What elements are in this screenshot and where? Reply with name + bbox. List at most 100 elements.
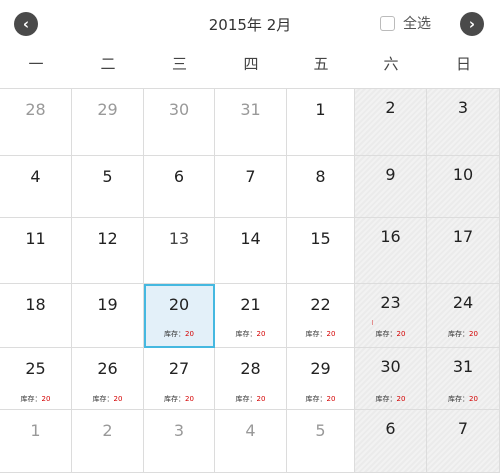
day-cell[interactable]: 2 [355,88,427,156]
day-cell[interactable]: 23 库存：20 [355,284,427,348]
calendar-header: ‹ 2015年 2月 全选 › [0,0,500,48]
stock-quantity: 20 [256,330,266,338]
day-cell[interactable]: 4 [0,156,72,218]
stock-info: 库存：20 [287,329,354,339]
stock-info: 库存：20 [287,394,354,404]
stock-label: 库存： [164,330,186,338]
day-cell[interactable]: 20 库存：20 [144,284,215,348]
stock-info: 库存：20 [144,394,214,404]
day-cell[interactable]: 26 库存：20 [72,348,144,410]
weekday-label: 三 [171,55,187,73]
stock-quantity: 20 [256,395,266,403]
day-cell[interactable]: 13 [144,218,215,284]
day-cell[interactable]: 3 [427,88,500,156]
day-cell[interactable]: 25 库存：20 [0,348,72,410]
day-cell[interactable]: 19 [72,284,144,348]
day-cell[interactable]: 5 [287,410,355,473]
day-number: 14 [240,229,261,248]
day-cell[interactable]: 3 [144,410,215,473]
stock-info: 库存：20 [0,394,71,404]
day-number: 27 [168,359,190,378]
day-cell[interactable]: 11 [0,218,72,284]
select-all-label: 全选 [403,16,431,32]
day-number: 6 [173,167,185,186]
weekday-label: 二 [100,55,116,73]
weekday-label: 五 [313,55,329,73]
weekday-label: 日 [455,55,471,73]
stock-label: 库存： [375,395,397,403]
day-number: 18 [25,295,46,314]
day-cell[interactable]: 9 [355,156,427,218]
day-cell[interactable]: 30 [144,88,215,156]
day-number: 30 [380,357,401,376]
stock-label: 库存： [305,395,327,403]
day-number: 11 [25,229,46,248]
stock-info: 库存：20 [355,329,426,339]
month-title: 2015年 2月 [208,16,292,34]
day-number: 1 [30,421,41,440]
prev-month-icon[interactable]: ‹ [14,12,38,36]
day-number: 24 [452,293,474,312]
day-cell[interactable]: 6 [144,156,215,218]
day-number: 12 [97,229,118,248]
day-cell[interactable]: 28 [0,88,72,156]
stock-label: 库存： [235,330,257,338]
day-number: 16 [380,227,401,246]
day-cell[interactable]: 14 [215,218,287,284]
stock-label: 库存： [375,330,397,338]
stock-label: 库存： [448,330,470,338]
day-number: 9 [385,165,396,184]
day-cell[interactable]: 12 [72,218,144,284]
day-number: 25 [25,359,46,378]
day-cell[interactable]: 28 库存：20 [215,348,287,410]
stock-info: 库存：20 [427,329,499,339]
day-cell[interactable]: 8 [287,156,355,218]
stock-info: 库存：20 [427,394,499,404]
day-cell[interactable]: 2 [72,410,144,473]
day-number: 2 [385,98,396,117]
day-cell[interactable]: 6 [355,410,427,473]
day-cell[interactable]: 31 库存：20 [427,348,500,410]
day-number: 6 [385,419,396,438]
stock-quantity: 20 [469,330,478,338]
day-cell[interactable]: 17 [427,218,500,284]
day-cell[interactable]: 22 库存：20 [287,284,355,348]
day-cell[interactable]: 16 [355,218,427,284]
day-number: 3 [173,421,185,440]
day-cell[interactable]: 15 [287,218,355,284]
next-month-icon[interactable]: › [460,12,484,36]
day-cell[interactable]: 1 [0,410,72,473]
day-cell[interactable]: 30 库存：20 [355,348,427,410]
day-number: 7 [245,167,256,186]
weekday-label: 六 [383,55,399,73]
day-cell[interactable]: 5 [72,156,144,218]
day-number: 29 [97,100,118,119]
day-cell[interactable]: 21 库存：20 [215,284,287,348]
day-number: 15 [310,229,331,248]
select-all-toggle[interactable]: 全选 [380,13,431,33]
select-all-checkbox[interactable] [380,15,395,31]
day-cell[interactable]: 10 [427,156,500,218]
day-cell[interactable]: 29 [72,88,144,156]
day-cell[interactable]: 7 [427,410,500,473]
stock-quantity: 20 [326,395,336,403]
day-cell[interactable]: 31 [215,88,287,156]
day-cell[interactable]: 27 库存：20 [144,348,215,410]
day-number: 8 [315,167,326,186]
day-number: 7 [457,419,469,438]
day-cell[interactable]: 24 库存：20 [427,284,500,348]
day-cell[interactable]: 7 [215,156,287,218]
day-number: 4 [245,421,256,440]
calendar-grid: 28 29 30 31 1 2 3 4 5 6 7 8 9 10 11 12 13 14 15 16 17 18 19 20 库… [0,88,500,473]
stock-quantity: 20 [396,395,406,403]
day-cell[interactable]: 4 [215,410,287,473]
day-number: 13 [168,229,190,248]
day-number: 31 [240,100,261,119]
stock-quantity: 20 [326,330,336,338]
stock-quantity: 20 [469,395,478,403]
day-cell[interactable]: 18 [0,284,72,348]
stock-quantity: 20 [185,395,194,403]
day-cell[interactable]: 1 [287,88,355,156]
stock-quantity: 20 [185,330,194,338]
day-cell[interactable]: 29 库存：20 [287,348,355,410]
